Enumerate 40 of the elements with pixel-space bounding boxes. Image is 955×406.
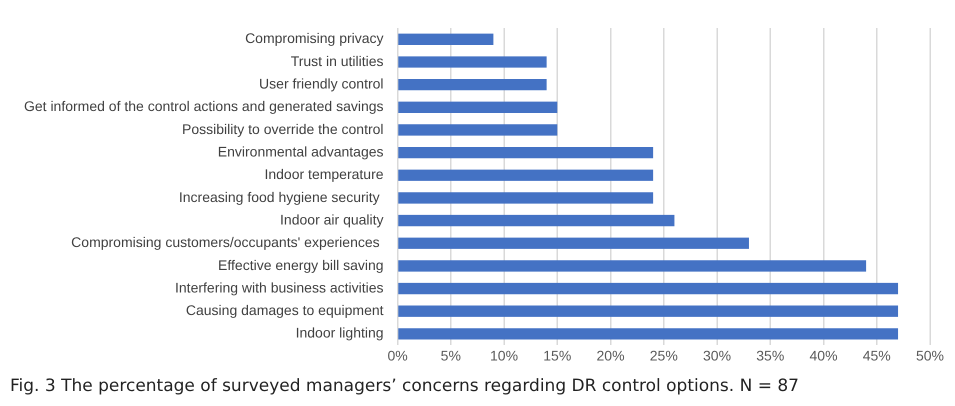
bar (398, 146, 654, 158)
x-tick-label: 25% (650, 347, 678, 364)
x-tick-label: 40% (809, 347, 838, 364)
bar (398, 328, 898, 340)
y-tick-label: Compromising customers/occupants' experiences (71, 234, 384, 250)
y-tick-label: Indoor lighting (296, 324, 384, 341)
y-tick-label: Trust in utilities (290, 52, 384, 69)
x-tick-label: 35% (756, 347, 784, 364)
bar (398, 34, 494, 45)
caption: Fig. 3 The percentage of surveyed managers’ concerns regarding DR control options. N = 87 (10, 376, 799, 396)
x-tick-label: 30% (703, 347, 732, 364)
x-tick-label: 0% (387, 347, 408, 364)
x-tick-label: 45% (862, 347, 891, 364)
x-tick-label: 15% (543, 347, 572, 364)
x-tick-label: 50% (916, 347, 944, 364)
y-tick-label: User friendly control (259, 76, 384, 92)
y-tick-label: Get informed of the control actions and generated savings (24, 98, 384, 114)
y-tick-label: Interfering with business activities (175, 279, 384, 296)
y-tick-label: Compromising privacy (245, 30, 384, 46)
bar (398, 192, 654, 204)
y-tick-label: Effective energy bill saving (218, 256, 384, 273)
bar (398, 282, 898, 294)
x-tick-label: 10% (490, 347, 518, 364)
bar (398, 102, 558, 113)
bar (398, 238, 749, 249)
bar (398, 124, 558, 136)
bar (398, 170, 654, 181)
y-tick-label: Indoor temperature (264, 166, 384, 182)
y-tick-label: Indoor air quality (280, 211, 384, 228)
bar (398, 78, 547, 90)
bar (398, 306, 898, 317)
x-tick-label: 20% (596, 347, 625, 364)
y-tick-label: Causing damages to equipment (186, 302, 384, 318)
x-tick-label: 5% (440, 347, 461, 364)
bar (398, 214, 674, 226)
bar (398, 260, 866, 272)
y-tick-label: Environmental advantages (218, 143, 384, 160)
y-tick-label: Possibility to override the control (182, 120, 384, 137)
bar (398, 56, 547, 68)
y-tick-label: Increasing food hygiene security (178, 188, 384, 205)
